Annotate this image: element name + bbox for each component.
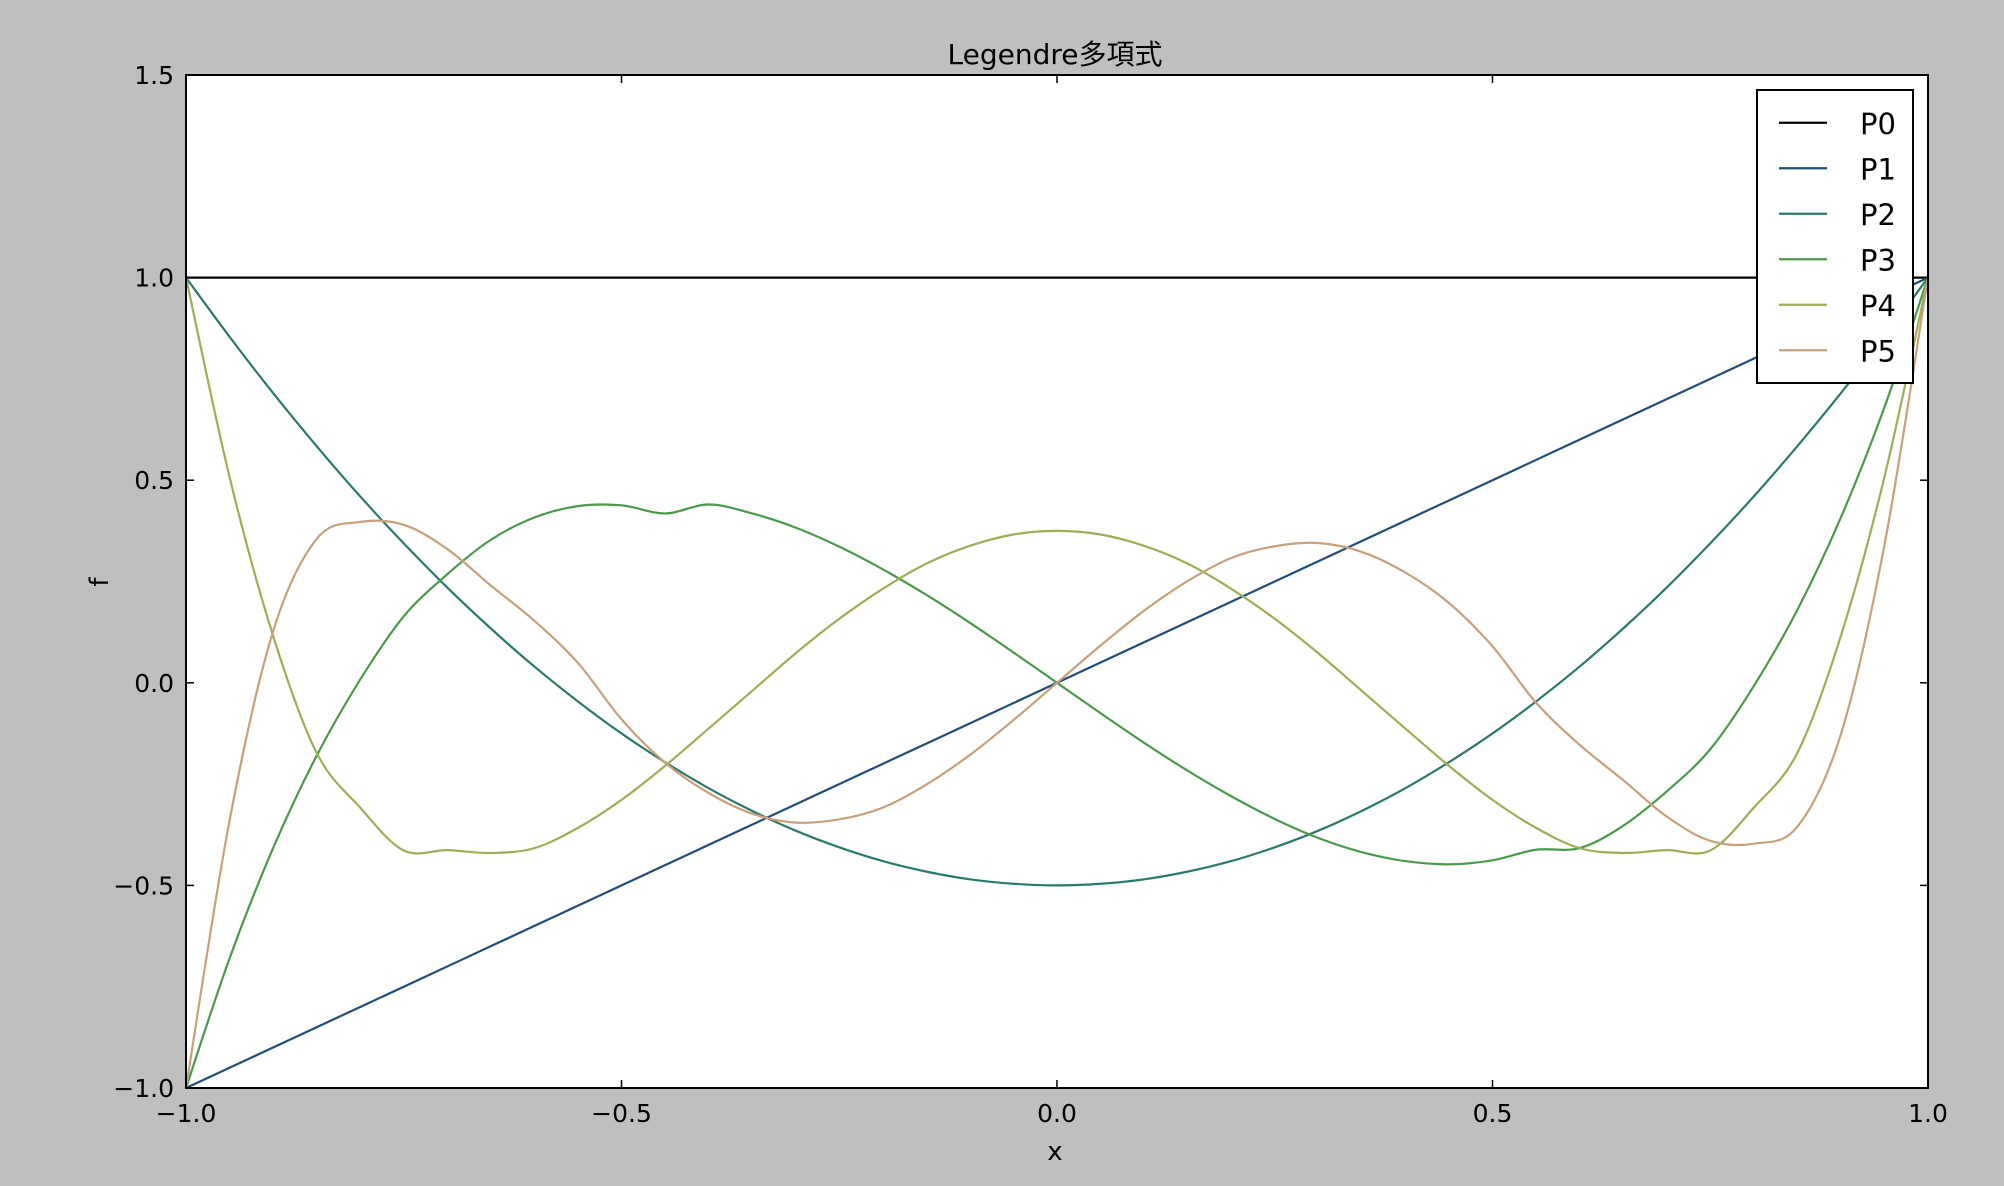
series-line-p4: [184, 277, 1930, 855]
legend-label-p4: P4: [1860, 289, 1896, 323]
y-tick-label: 0.0: [134, 669, 174, 698]
x-tick-label: −0.5: [591, 1099, 652, 1128]
series-layer: [184, 276, 1930, 1089]
x-axis-label: x: [1047, 1137, 1062, 1167]
legend-label-p1: P1: [1860, 152, 1896, 186]
x-tick-label: 1.0: [1908, 1099, 1948, 1128]
legend-label-p3: P3: [1860, 243, 1896, 277]
legend-label-p5: P5: [1860, 334, 1896, 368]
x-tick-label: 0.5: [1473, 1099, 1513, 1128]
plot-area: [186, 75, 1928, 1088]
y-tick-label: −0.5: [113, 871, 174, 900]
legend: P0 P1 P2 P3 P4 P5: [1756, 89, 1914, 384]
ticks-layer: −1.0 −0.5 0.0 0.5 1.0 −1.0 −0.5 0.0 0.5 1.0 1.5: [113, 61, 1948, 1128]
y-tick-label: 1.0: [134, 264, 174, 293]
legend-label-p0: P0: [1860, 107, 1896, 141]
y-tick-label: 1.5: [134, 61, 174, 90]
series-line-p5: [184, 277, 1930, 1089]
y-tick-label: 0.5: [134, 466, 174, 495]
chart-title: Legendre多項式: [948, 38, 1163, 71]
x-tick-label: −1.0: [156, 1099, 217, 1128]
legend-box: [1756, 89, 1914, 384]
y-tick-label: −1.0: [113, 1074, 174, 1103]
x-tick-label: 0.0: [1037, 1099, 1077, 1128]
series-line-p2: [185, 276, 1929, 887]
legend-label-p2: P2: [1860, 198, 1896, 232]
y-axis-label: f: [85, 577, 115, 587]
